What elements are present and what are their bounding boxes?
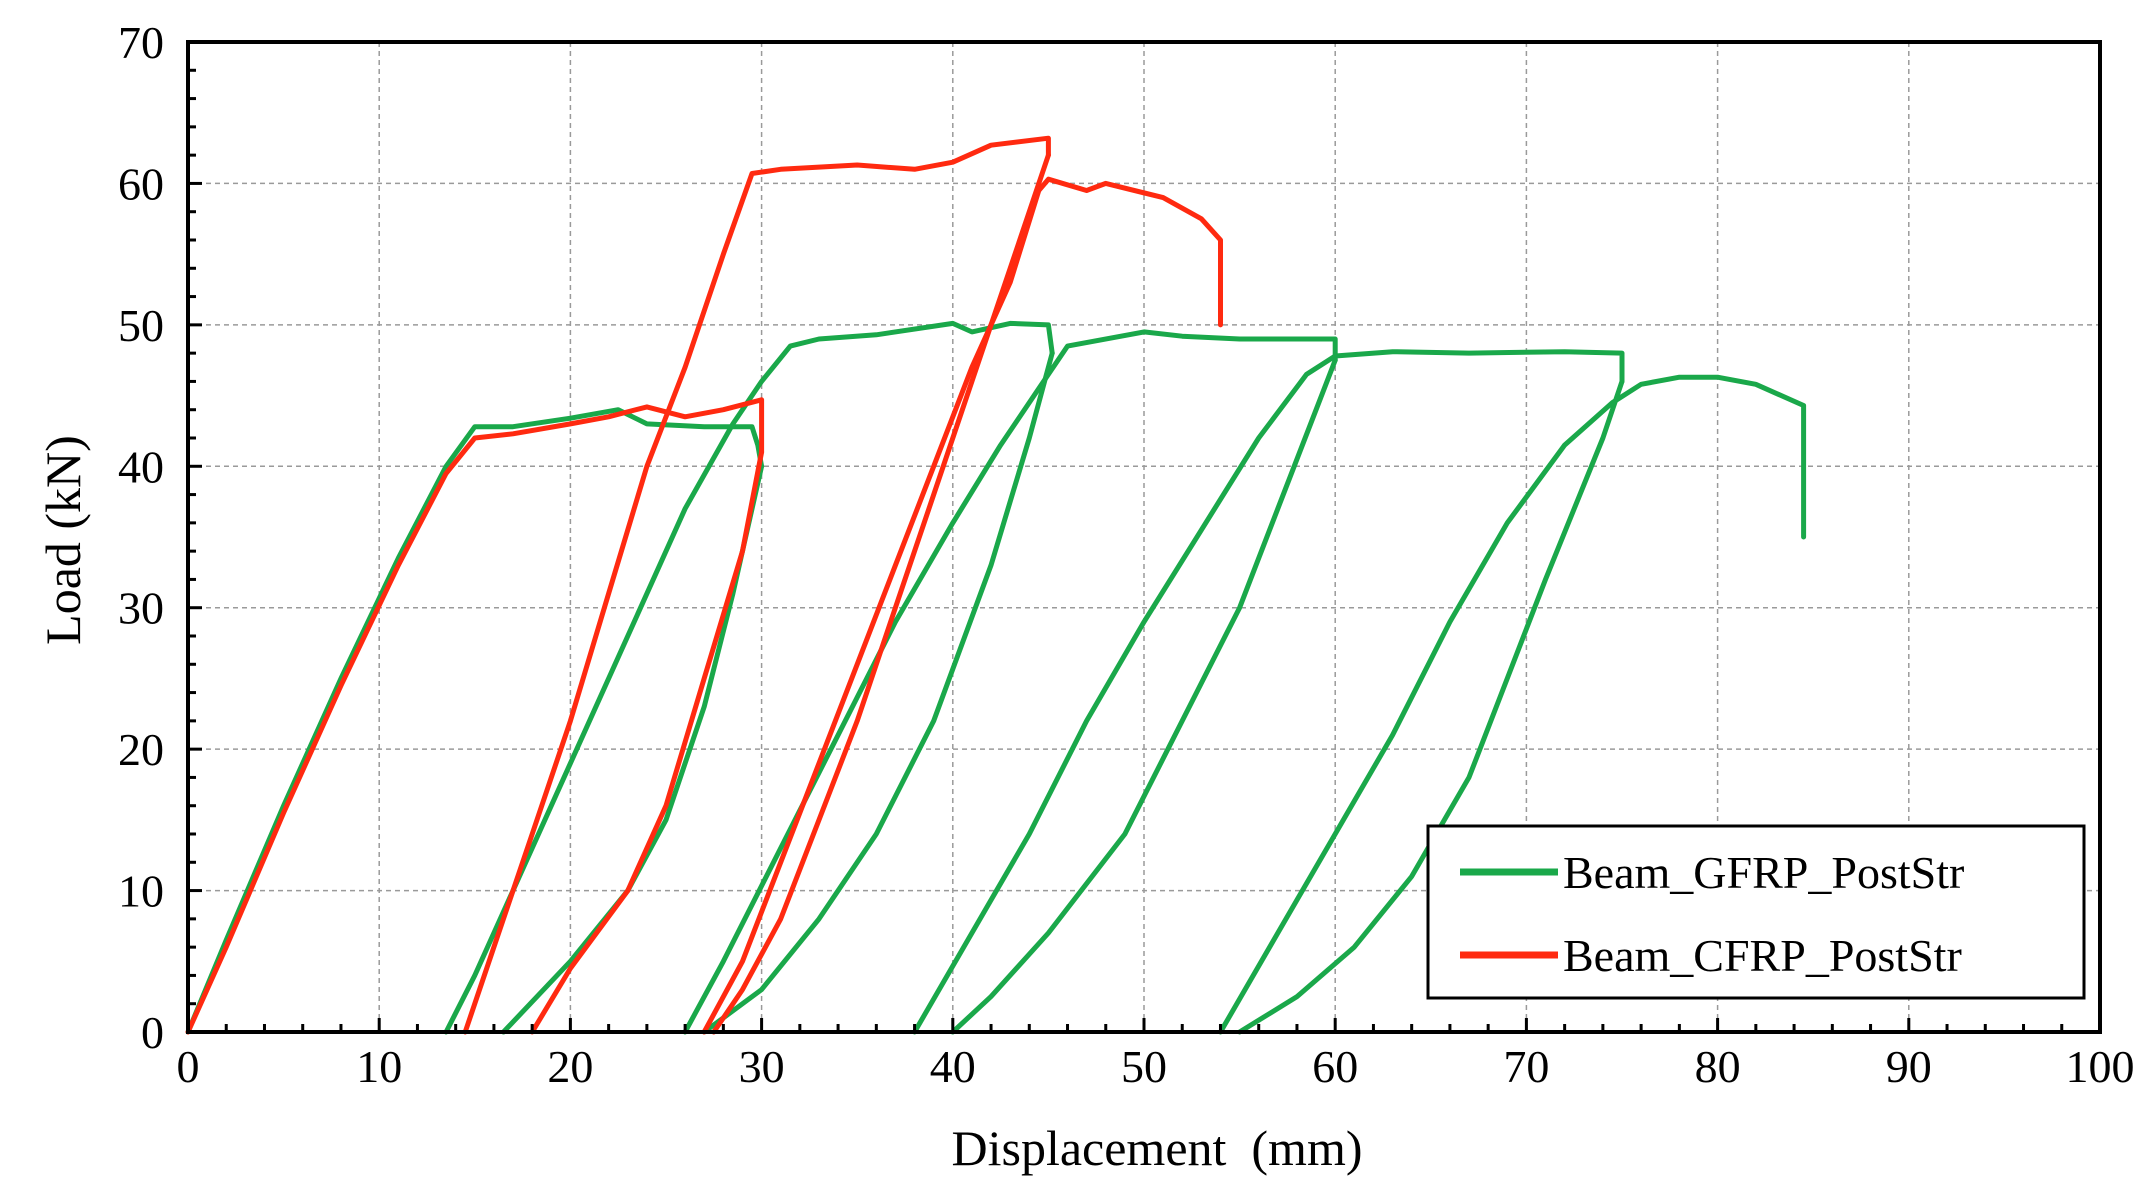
series-segment bbox=[185, 397, 765, 1035]
series-segment bbox=[501, 463, 765, 1035]
series-segment bbox=[1237, 378, 1625, 1035]
x-tick-label: 60 bbox=[1312, 1041, 1358, 1092]
x-tick-label: 50 bbox=[1121, 1041, 1167, 1092]
series-segment bbox=[1218, 374, 1807, 1035]
y-tick-label: 70 bbox=[118, 17, 164, 68]
x-tick-label: 30 bbox=[739, 1041, 785, 1092]
x-tick-label: 90 bbox=[1886, 1041, 1932, 1092]
x-tick-label: 0 bbox=[177, 1041, 200, 1092]
x-tick-labels: 0 10 20 30 40 50 60 70 80 90 100 bbox=[177, 1041, 2135, 1092]
y-tick-label: 30 bbox=[118, 583, 164, 634]
series-segment bbox=[185, 407, 765, 1035]
legend-label-cfrp: Beam_CFRP_PostStr bbox=[1563, 930, 1962, 981]
legend-label-gfrp: Beam_GFRP_PostStr bbox=[1563, 847, 1964, 898]
legend-box bbox=[1426, 824, 2086, 1000]
axis-ticks bbox=[186, 40, 2102, 1034]
x-tick-label: 80 bbox=[1695, 1041, 1741, 1092]
series-lines bbox=[185, 135, 1807, 1035]
x-tick-label: 100 bbox=[2066, 1041, 2135, 1092]
x-axis-title: Displacement (mm) bbox=[952, 1120, 1363, 1176]
y-tick-label: 40 bbox=[118, 441, 164, 492]
series-Beam_CFRP_PostStr bbox=[185, 135, 1223, 1035]
y-tick-label: 50 bbox=[118, 300, 164, 351]
x-tick-label: 70 bbox=[1503, 1041, 1549, 1092]
y-tick-label: 60 bbox=[118, 158, 164, 209]
y-tick-label: 0 bbox=[141, 1007, 164, 1058]
series-segment bbox=[682, 329, 1338, 1035]
x-tick-label: 40 bbox=[930, 1041, 976, 1092]
series-segment bbox=[701, 176, 1223, 1035]
legend: Beam_GFRP_PostStr Beam_CFRP_PostStr bbox=[1426, 824, 2086, 1000]
series-segment bbox=[912, 349, 1625, 1035]
x-tick-label: 20 bbox=[547, 1041, 593, 1092]
series-segment bbox=[701, 350, 1055, 1035]
y-tick-label: 10 bbox=[118, 866, 164, 917]
y-axis-title: Load (kN) bbox=[35, 435, 91, 645]
series-segment bbox=[529, 449, 765, 1035]
y-tick-label: 20 bbox=[118, 724, 164, 775]
x-tick-label: 10 bbox=[356, 1041, 402, 1092]
grid bbox=[188, 42, 2100, 1032]
series-segment bbox=[462, 135, 1051, 1035]
y-tick-labels: 0 10 20 30 40 50 60 70 bbox=[118, 17, 164, 1058]
series-segment bbox=[950, 357, 1338, 1035]
